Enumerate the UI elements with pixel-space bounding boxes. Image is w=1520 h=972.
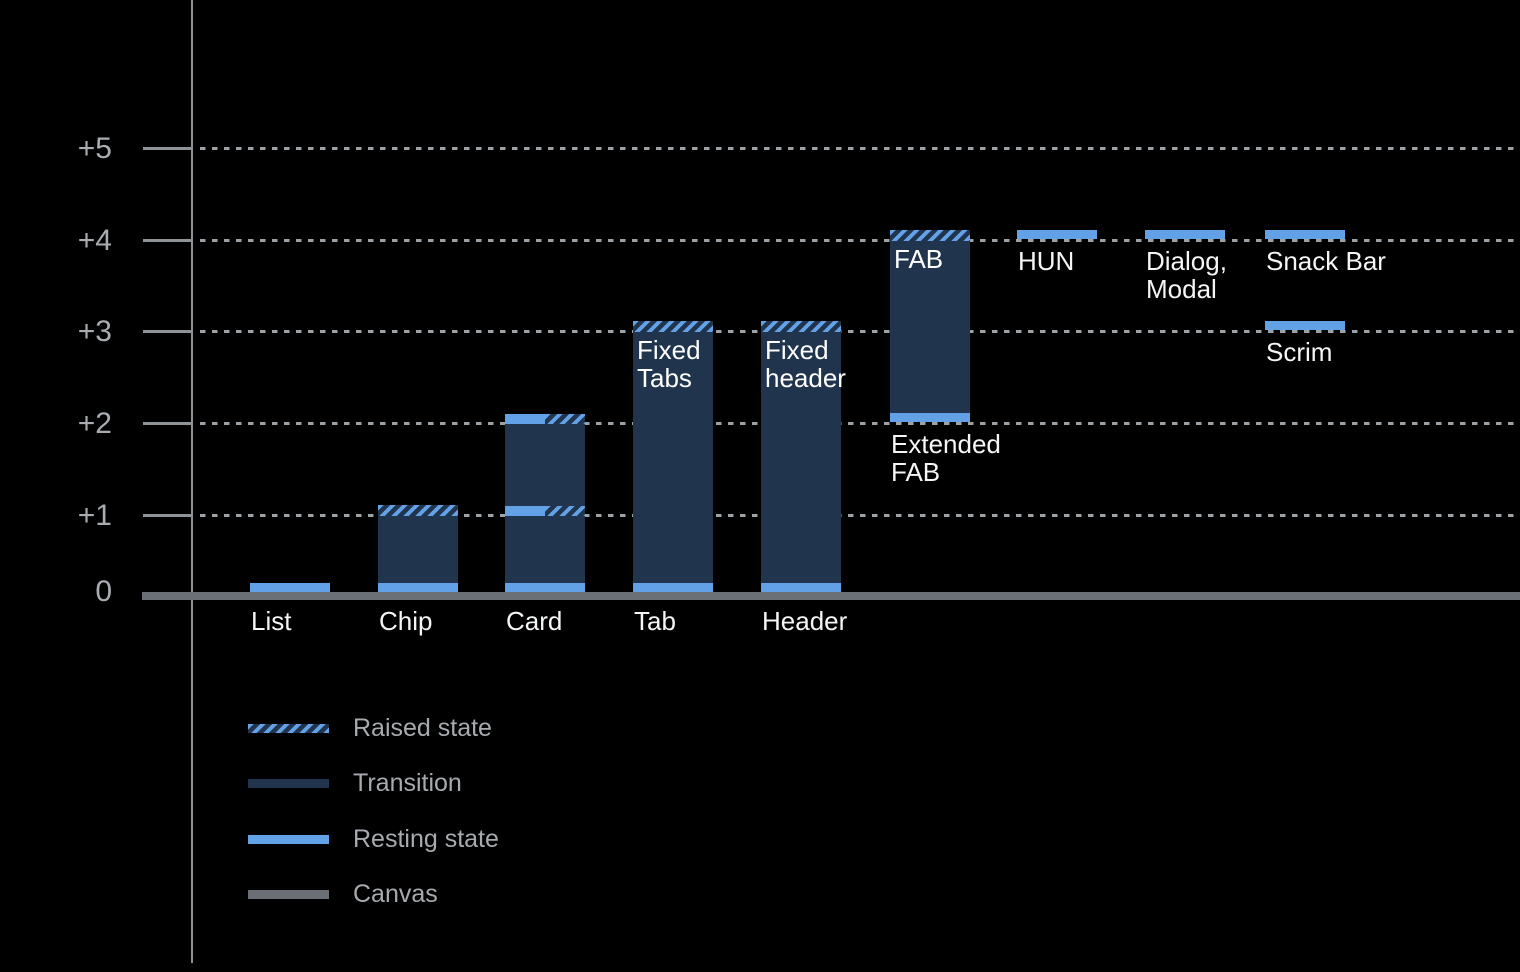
bar-tab-label: Tab <box>634 606 676 636</box>
bar-chip-transition <box>378 515 458 583</box>
legend-swatch-canvas <box>248 890 329 899</box>
legend-label-canvas: Canvas <box>353 880 438 908</box>
y-tick-mark-5 <box>143 147 192 150</box>
bar-tab-resting-0 <box>633 583 713 592</box>
y-tick-label-1: +1 <box>77 498 112 532</box>
bar-list-resting-0 <box>250 583 330 592</box>
bar-fab-label: Extended FAB <box>891 428 1001 487</box>
bar-chip-resting-0 <box>378 583 458 592</box>
gridline-1 <box>200 513 1520 517</box>
gridline-2 <box>200 421 1520 425</box>
y-tick-mark-1 <box>143 513 192 517</box>
bar-fab-transition <box>890 240 970 413</box>
y-tick-mark-3 <box>143 330 192 333</box>
legend-item-canvas: Canvas <box>248 880 438 909</box>
bar-card-label: Card <box>506 606 563 636</box>
bar-tab-raised-3 <box>633 321 713 332</box>
legend-swatch-resting <box>248 834 329 844</box>
y-tick-label-4: +4 <box>77 223 112 257</box>
y-axis-line <box>191 0 193 963</box>
bar-hun-label: HUN <box>1018 245 1075 276</box>
y-tick-label-3: +3 <box>77 315 112 348</box>
bar-header-inner-label: Fixed header <box>765 335 846 393</box>
legend-swatch-raised <box>248 723 329 733</box>
legend-item-transition: Transition <box>248 769 462 798</box>
bar-scrim-resting_float-3 <box>1265 321 1345 330</box>
bar-header-raised-3 <box>761 321 841 332</box>
bar-fab-resting-2 <box>890 412 970 422</box>
legend-label-resting: Resting state <box>353 824 499 853</box>
bar-card-resting-0 <box>505 583 585 592</box>
legend-swatch-transition <box>248 779 329 788</box>
bar-card-split-2-raised <box>545 413 585 424</box>
bar-chip-label: Chip <box>379 606 433 636</box>
bar-snack-bar-label: Snack Bar <box>1266 245 1386 276</box>
gridline-4 <box>200 238 1520 242</box>
bar-header-transition <box>761 332 841 583</box>
y-tick-mark-4 <box>143 238 192 242</box>
bar-header-resting-0 <box>761 583 841 592</box>
bar-chip-raised-1 <box>378 504 458 516</box>
legend-label-transition: Transition <box>353 769 462 797</box>
bar-fab-raised-4 <box>890 229 970 241</box>
bar-card-split-1-resting <box>505 505 545 516</box>
bar-header-label: Header <box>762 606 848 636</box>
bar-card-split-1-raised <box>545 505 585 516</box>
y-tick-mark-2 <box>143 421 192 425</box>
legend-item-resting: Resting state <box>248 825 499 853</box>
bar-fab-inner-label: FAB <box>894 243 944 274</box>
bar-tab-inner-label: Fixed Tabs <box>637 335 701 393</box>
bar-scrim-label: Scrim <box>1266 337 1333 367</box>
bar-card-split-2-resting <box>505 413 545 424</box>
gridline-3 <box>200 330 1520 333</box>
y-tick-label-5: +5 <box>77 132 112 165</box>
bar-card-transition <box>505 423 585 583</box>
legend-item-raised: Raised state <box>248 714 492 742</box>
bar-dialog-modal-resting_float-4 <box>1145 229 1225 239</box>
bar-hun-resting_float-4 <box>1017 229 1097 239</box>
canvas-baseline <box>142 592 1520 600</box>
bar-tab-transition <box>633 332 713 583</box>
y-tick-label-0: 0 <box>95 575 112 608</box>
bar-list-label: List <box>251 606 292 636</box>
gridline-5 <box>200 147 1520 150</box>
legend-label-raised: Raised state <box>353 713 492 742</box>
y-tick-label-2: +2 <box>77 406 112 440</box>
bar-snack-bar-resting_float-4 <box>1265 229 1345 239</box>
bar-dialog-modal-label: Dialog, Modal <box>1146 245 1227 304</box>
